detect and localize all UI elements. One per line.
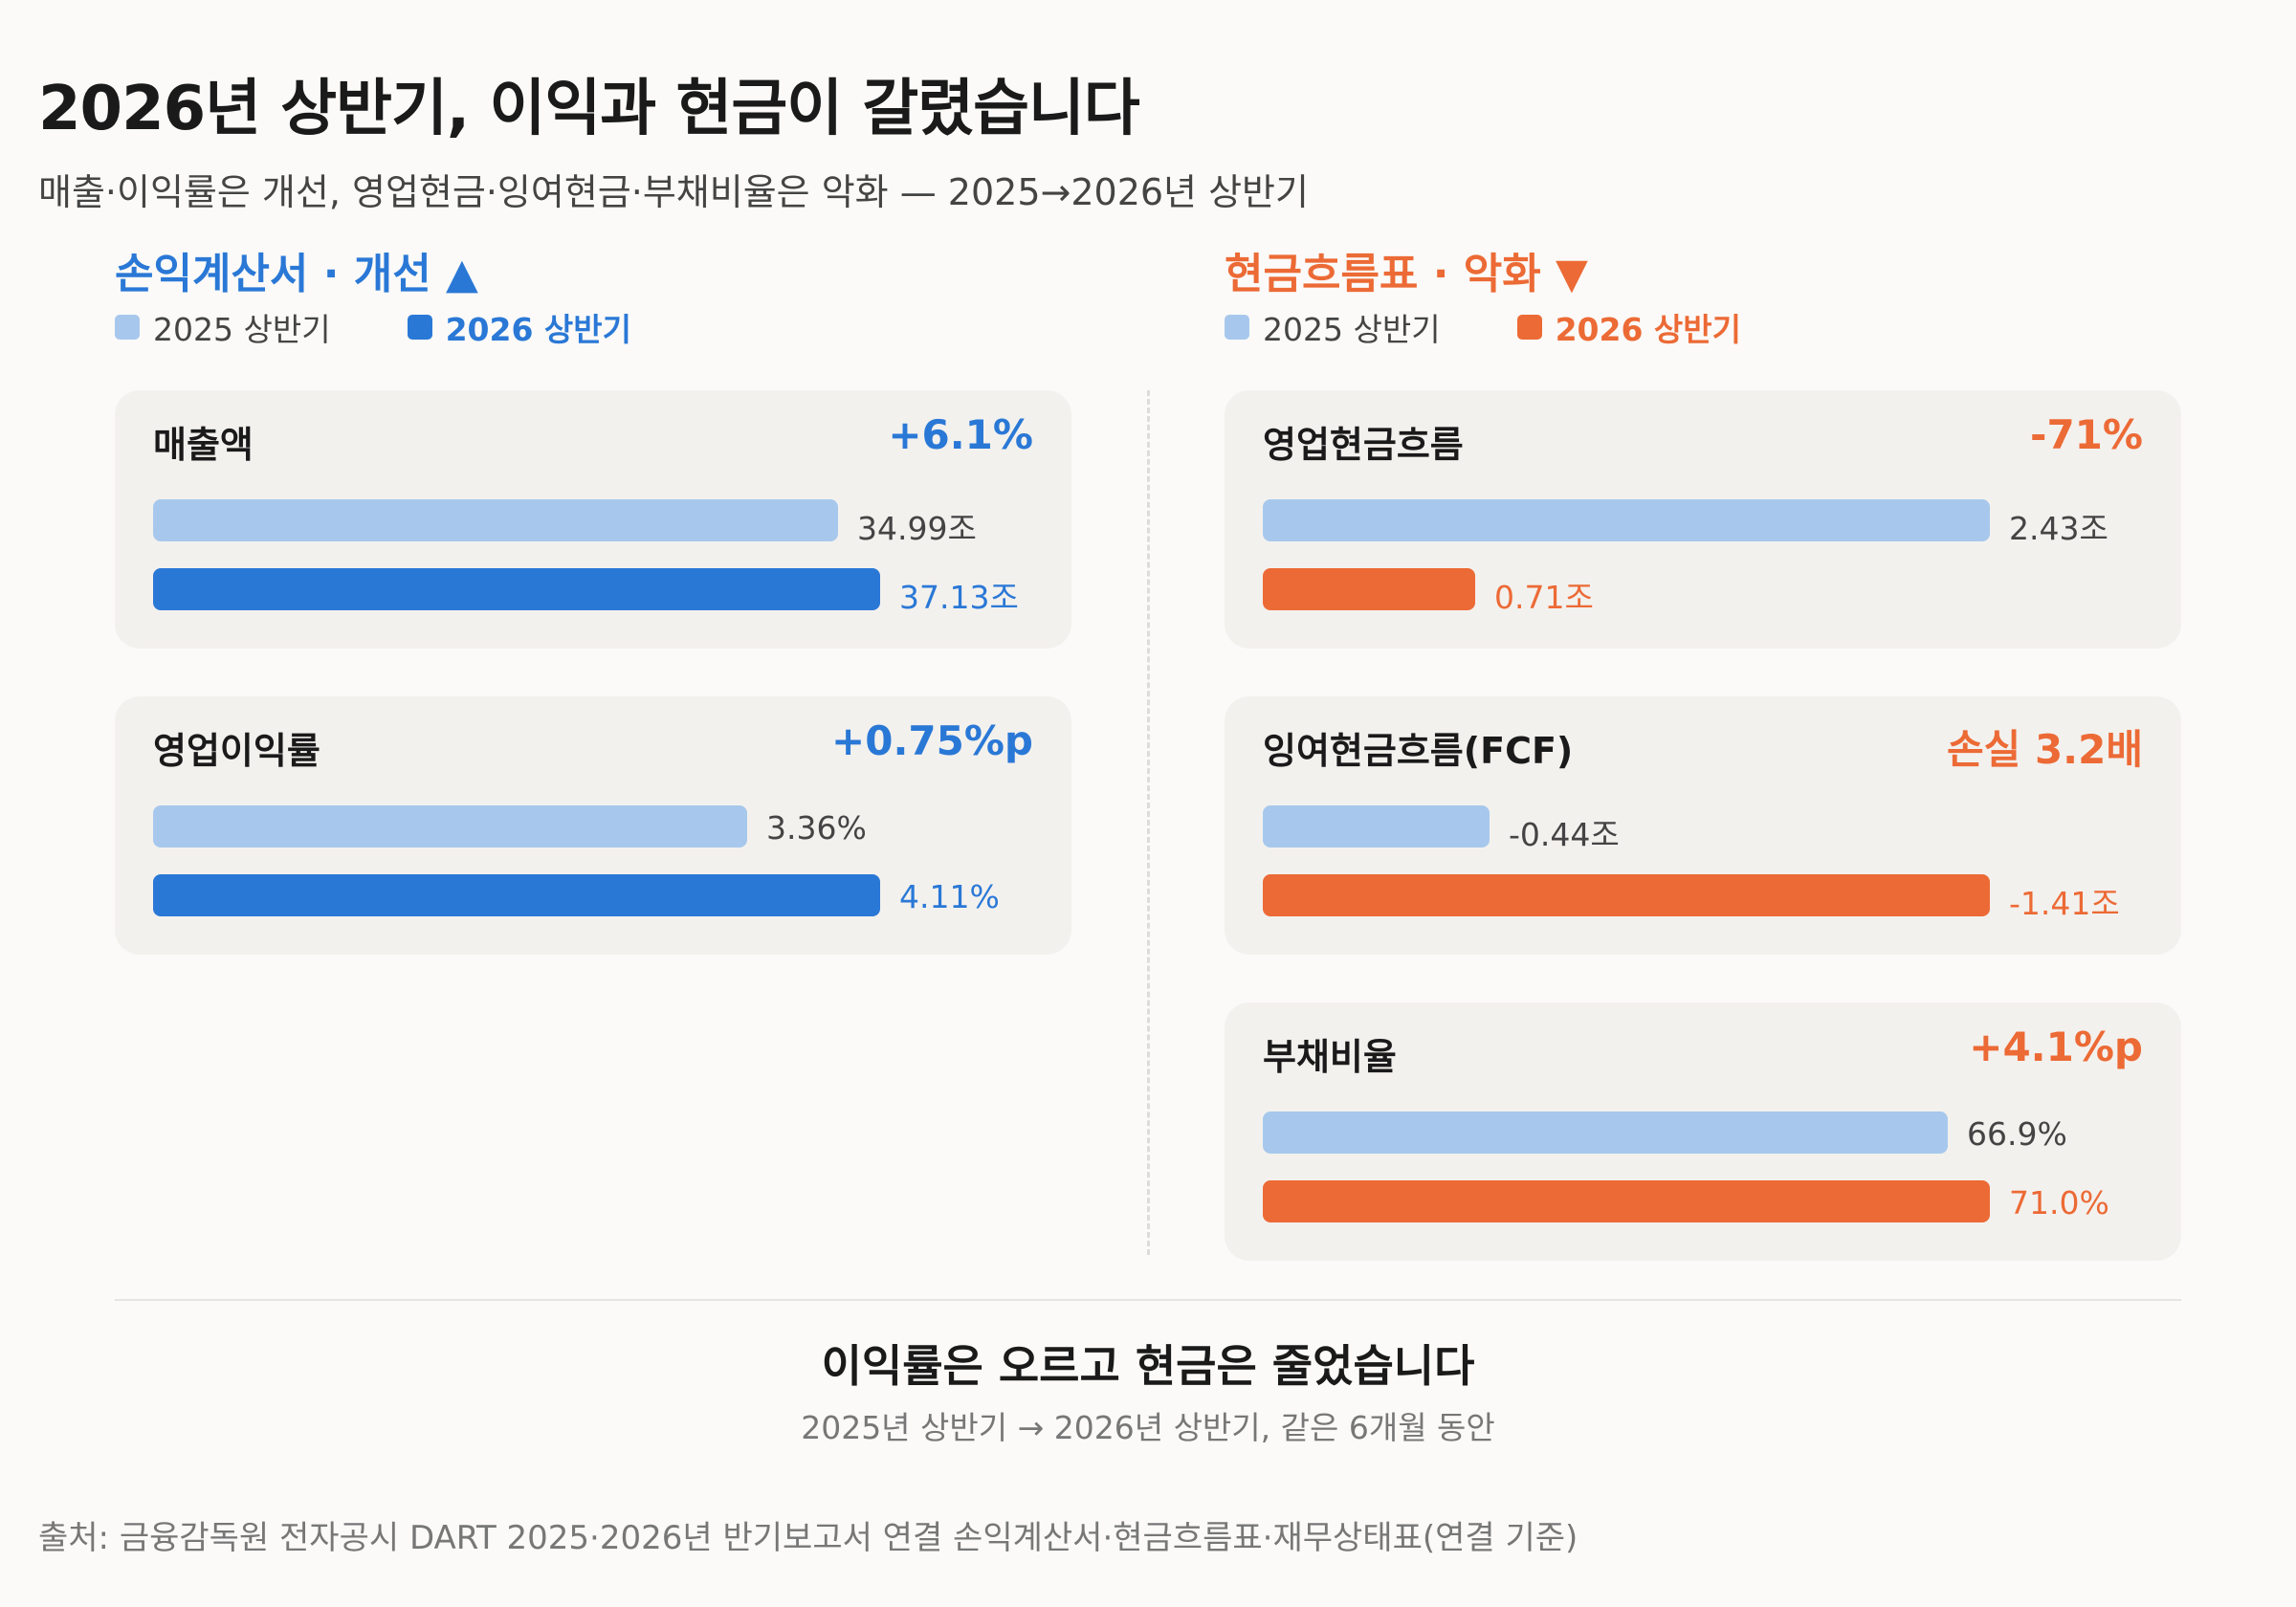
page-subtitle: 매출·이익률은 개선, 영업현금·잉여현금·부채비율은 악화 — 2025→20… <box>38 171 1309 213</box>
legend-item-prev: 2025 상반기 <box>115 304 331 350</box>
income-legend: 2025 상반기 2026 상반기 <box>115 304 708 350</box>
value-label-2026: -1.41조 <box>2009 885 2120 922</box>
legend-swatch-cur <box>1516 315 1542 340</box>
bar-2026 <box>1263 1180 1990 1222</box>
bar-2026 <box>153 568 880 610</box>
change-badge: +6.1% <box>888 411 1033 458</box>
value-label-2026: 71.0% <box>2009 1184 2109 1222</box>
panel-divider <box>1147 390 1150 1255</box>
value-label-2026: 37.13조 <box>899 579 1019 616</box>
card-ocf: 영업현금흐름 -71% 2.43조 0.71조 <box>1225 390 2181 649</box>
bar-2025 <box>1263 805 1490 848</box>
conclusion-headline: 이익률은 오르고 현금은 줄었습니다 <box>821 1340 1475 1392</box>
change-badge: +0.75%p <box>831 717 1033 764</box>
legend-item-cur: 2026 상반기 <box>1516 304 1741 350</box>
bar-2025 <box>153 805 747 848</box>
legend-label-cur: 2026 상반기 <box>445 311 631 348</box>
value-label-2026: 0.71조 <box>1494 579 1594 616</box>
legend-label-cur: 2026 상반기 <box>1555 311 1741 348</box>
legend-item-cur: 2026 상반기 <box>407 304 631 350</box>
card-title: 영업이익률 <box>153 730 320 772</box>
bar-2025 <box>1263 1112 1948 1154</box>
card-title: 잉여현금흐름(FCF) <box>1263 730 1574 772</box>
cashflow-legend: 2025 상반기 2026 상반기 <box>1225 304 1818 350</box>
legend-swatch-prev <box>115 315 140 340</box>
card-fcf: 잉여현금흐름(FCF) 손실 3.2배 -0.44조 -1.41조 <box>1225 696 2181 955</box>
bar-2026 <box>1263 568 1475 610</box>
cashflow-panel-heading: 현금흐름표 · 악화 ▼ <box>1225 250 1588 298</box>
value-label-2026: 4.11% <box>899 878 1000 915</box>
card-debt-ratio: 부채비율 +4.1%p 66.9% 71.0% <box>1225 1002 2181 1261</box>
card-title: 부채비율 <box>1263 1036 1397 1078</box>
legend-item-prev: 2025 상반기 <box>1225 304 1441 350</box>
source-note: 출처: 금융감독원 전자공시 DART 2025·2026년 반기보고서 연결 … <box>38 1519 1578 1557</box>
legend-label-prev: 2025 상반기 <box>153 311 331 348</box>
value-label-2025: 66.9% <box>1967 1115 2067 1153</box>
legend-swatch-prev <box>1225 315 1249 340</box>
value-label-2025: 2.43조 <box>2009 510 2108 547</box>
income-panel-heading: 손익계산서 · 개선 ▲ <box>115 250 478 298</box>
page-title: 2026년 상반기, 이익과 현금이 갈렸습니다 <box>38 74 1140 144</box>
legend-swatch-cur <box>407 315 432 340</box>
card-revenue: 매출액 +6.1% 34.99조 37.13조 <box>115 390 1071 649</box>
bar-2025 <box>1263 499 1990 541</box>
change-badge: +4.1%p <box>1969 1024 2143 1070</box>
value-label-2025: 34.99조 <box>857 510 977 547</box>
card-title: 영업현금흐름 <box>1263 424 1464 466</box>
card-title: 매출액 <box>153 424 254 466</box>
legend-label-prev: 2025 상반기 <box>1263 311 1441 348</box>
change-badge: -71% <box>2030 411 2143 458</box>
value-label-2025: -0.44조 <box>1509 816 1620 853</box>
conclusion-subtext: 2025년 상반기 → 2026년 상반기, 같은 6개월 동안 <box>801 1409 1495 1446</box>
card-op-margin: 영업이익률 +0.75%p 3.36% 4.11% <box>115 696 1071 955</box>
change-badge: 손실 3.2배 <box>1947 726 2143 773</box>
bar-2026 <box>153 874 880 916</box>
bar-2026 <box>1263 874 1990 916</box>
section-divider <box>115 1299 2181 1301</box>
value-label-2025: 3.36% <box>766 809 867 847</box>
bar-2025 <box>153 499 838 541</box>
